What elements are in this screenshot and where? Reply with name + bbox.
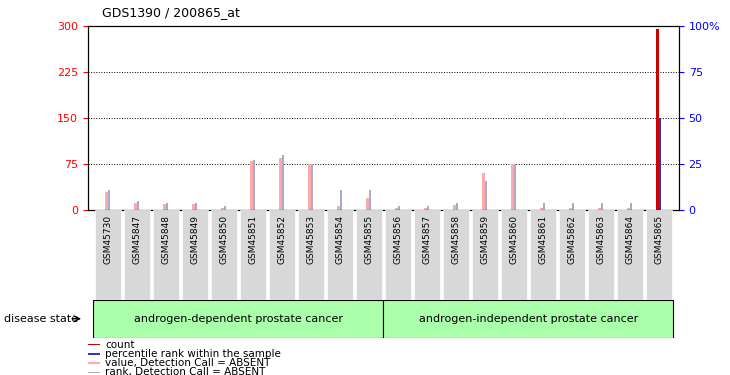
Bar: [569, 208, 572, 210]
Bar: [137, 201, 139, 210]
Bar: [656, 29, 659, 210]
Bar: [511, 164, 514, 210]
Bar: [414, 210, 439, 300]
Bar: [514, 164, 516, 210]
Text: GSM45858: GSM45858: [451, 214, 460, 264]
Text: GSM45847: GSM45847: [132, 214, 142, 264]
Bar: [239, 210, 266, 300]
Text: GDS1390 / 200865_at: GDS1390 / 200865_at: [102, 6, 240, 19]
Text: androgen-independent prostate cancer: androgen-independent prostate cancer: [418, 314, 638, 324]
Bar: [530, 210, 556, 300]
Bar: [539, 208, 543, 210]
Bar: [192, 204, 196, 210]
Text: GSM45856: GSM45856: [393, 214, 402, 264]
Bar: [369, 190, 371, 210]
Bar: [558, 210, 585, 300]
Bar: [298, 210, 324, 300]
Text: GSM45857: GSM45857: [422, 214, 431, 264]
Bar: [279, 158, 283, 210]
Bar: [327, 210, 353, 300]
Bar: [308, 164, 312, 210]
Text: percentile rank within the sample: percentile rank within the sample: [105, 349, 281, 359]
Bar: [598, 208, 602, 210]
Bar: [124, 210, 150, 300]
Bar: [88, 363, 100, 364]
Bar: [383, 300, 673, 338]
Text: GSM45853: GSM45853: [307, 214, 315, 264]
Text: GSM45855: GSM45855: [364, 214, 373, 264]
Bar: [88, 372, 100, 373]
Bar: [337, 206, 340, 210]
Text: count: count: [105, 340, 135, 350]
Text: rank, Detection Call = ABSENT: rank, Detection Call = ABSENT: [105, 367, 266, 375]
Bar: [105, 192, 109, 210]
Text: GSM45864: GSM45864: [625, 214, 634, 264]
Bar: [221, 208, 224, 210]
Bar: [356, 210, 382, 300]
Bar: [427, 206, 429, 210]
Bar: [108, 190, 110, 210]
Text: GSM45851: GSM45851: [248, 214, 257, 264]
Text: GSM45849: GSM45849: [191, 214, 199, 264]
Text: GSM45865: GSM45865: [654, 214, 663, 264]
Bar: [482, 173, 485, 210]
Bar: [630, 202, 632, 210]
Text: GSM45730: GSM45730: [104, 214, 112, 264]
Bar: [195, 202, 197, 210]
Bar: [627, 208, 630, 210]
Bar: [385, 210, 411, 300]
Bar: [93, 300, 383, 338]
Bar: [163, 204, 166, 210]
Bar: [253, 160, 256, 210]
Text: GSM45860: GSM45860: [510, 214, 518, 264]
Bar: [617, 210, 642, 300]
Bar: [250, 161, 253, 210]
Bar: [453, 205, 456, 210]
Bar: [442, 210, 469, 300]
Bar: [542, 202, 545, 210]
Bar: [472, 210, 498, 300]
Bar: [588, 210, 614, 300]
Bar: [501, 210, 527, 300]
Text: GSM45852: GSM45852: [277, 214, 286, 264]
Bar: [645, 210, 672, 300]
Bar: [166, 202, 168, 210]
Bar: [398, 206, 400, 210]
Bar: [95, 210, 121, 300]
Bar: [456, 202, 458, 210]
Bar: [424, 208, 427, 210]
Text: GSM45861: GSM45861: [538, 214, 548, 264]
Bar: [658, 118, 661, 210]
Text: GSM45862: GSM45862: [567, 214, 576, 264]
Text: GSM45848: GSM45848: [161, 214, 170, 264]
Bar: [88, 353, 100, 355]
Text: androgen-dependent prostate cancer: androgen-dependent prostate cancer: [134, 314, 343, 324]
Text: GSM45850: GSM45850: [219, 214, 228, 264]
Text: disease state: disease state: [4, 314, 78, 324]
Bar: [601, 202, 603, 210]
Text: GSM45859: GSM45859: [480, 214, 489, 264]
Bar: [395, 208, 399, 210]
Bar: [224, 206, 226, 210]
Bar: [211, 210, 237, 300]
Bar: [311, 164, 313, 210]
Bar: [282, 155, 284, 210]
Bar: [182, 210, 208, 300]
Text: GSM45863: GSM45863: [596, 214, 605, 264]
Bar: [339, 190, 342, 210]
Bar: [88, 344, 100, 345]
Bar: [153, 210, 179, 300]
Bar: [572, 202, 574, 210]
Bar: [269, 210, 295, 300]
Text: GSM45854: GSM45854: [335, 214, 345, 264]
Bar: [134, 202, 137, 210]
Text: value, Detection Call = ABSENT: value, Detection Call = ABSENT: [105, 358, 271, 368]
Bar: [485, 181, 487, 210]
Bar: [366, 198, 369, 210]
